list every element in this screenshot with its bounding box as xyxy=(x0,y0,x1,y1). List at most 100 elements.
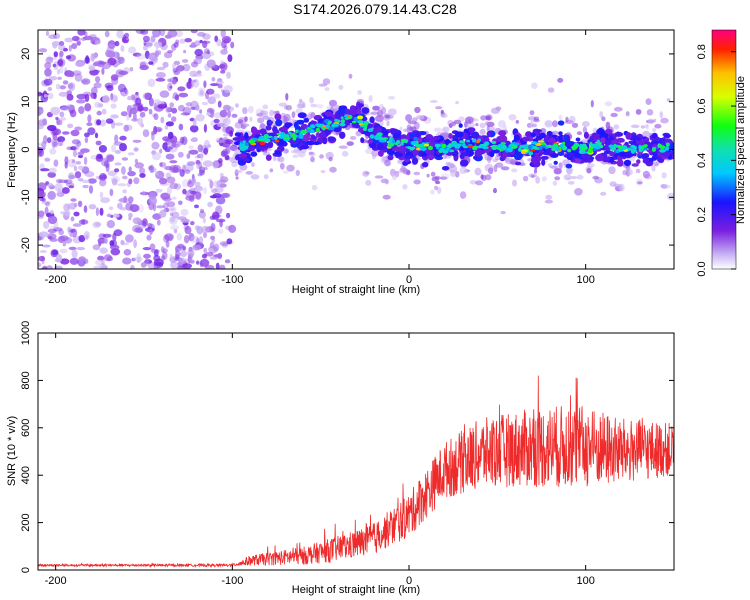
spectrogram-cell xyxy=(65,104,75,110)
spectrogram-cell xyxy=(468,118,472,125)
spectrogram-cell xyxy=(169,160,178,164)
spectrogram-cell xyxy=(165,106,171,113)
spectrogram-cell xyxy=(402,184,408,190)
spectrogram-cell xyxy=(479,122,486,129)
spectrogram-cell xyxy=(149,164,155,174)
spectrogram-cell xyxy=(259,123,265,129)
spectrogram-cell xyxy=(155,77,166,82)
spectrogram-cell xyxy=(47,215,58,225)
spectrogram-cell xyxy=(568,181,575,185)
spectrogram-cell xyxy=(78,219,89,225)
spectrogram-cell xyxy=(220,30,226,38)
x-tick-label: -100 xyxy=(221,575,243,587)
spectrogram-cell xyxy=(297,150,306,158)
spectrogram-cell xyxy=(274,150,282,155)
spectrogram-cell xyxy=(224,139,234,145)
spectrogram-cell xyxy=(52,227,63,232)
spectrogram-cell xyxy=(308,151,316,157)
spectrogram-cell xyxy=(651,155,658,160)
spectrogram-cell xyxy=(128,212,133,218)
spectrogram-cell xyxy=(196,70,202,75)
spectrogram-cell xyxy=(313,141,321,146)
spectrogram-cell xyxy=(147,222,153,229)
spectrogram-cell xyxy=(76,40,81,46)
spectrogram-cell xyxy=(50,106,61,116)
spectrogram-cell xyxy=(99,119,107,127)
spectrogram-cell xyxy=(427,154,435,160)
spectrogram-cell xyxy=(53,159,59,167)
spectrogram-cell xyxy=(84,31,88,37)
spectrogram-cell xyxy=(230,41,235,49)
spectrogram-cell xyxy=(127,96,132,101)
spectrogram-cell xyxy=(164,200,170,205)
spectrogram-cell xyxy=(58,179,69,184)
spectrogram-cell xyxy=(185,81,194,89)
spectrogram-cell xyxy=(181,59,189,63)
spectrogram-cell xyxy=(392,147,400,152)
spectrogram-cell xyxy=(87,178,97,184)
spectrogram-cell xyxy=(191,136,198,143)
spectrogram-cell xyxy=(403,139,409,144)
spectrogram-cell xyxy=(541,176,547,182)
spectrogram-cell xyxy=(538,146,543,151)
spectrogram-cell xyxy=(132,139,142,143)
spectrogram-cell xyxy=(475,123,479,127)
spectrogram-cell xyxy=(661,152,671,158)
spectrogram-cell xyxy=(472,146,478,151)
spectrogram-cell xyxy=(44,68,52,77)
spectrogram-cell xyxy=(99,179,107,187)
spectrogram-cell xyxy=(560,143,564,148)
spectrogram-cell xyxy=(285,93,289,101)
spectrogram-cell xyxy=(226,71,231,79)
spectrogram-cell xyxy=(104,30,110,38)
spectrogram-cell xyxy=(56,58,66,67)
spectrogram-cell xyxy=(531,156,538,164)
spectrogram-cell xyxy=(67,226,71,232)
spectrogram-cell xyxy=(199,166,206,174)
spectrogram-cell xyxy=(121,166,126,175)
spectrogram-cell xyxy=(142,92,151,100)
spectrogram-cell xyxy=(104,254,112,262)
spectrogram-cell xyxy=(418,143,425,147)
y-tick-label: 400 xyxy=(20,466,32,484)
spectrogram-cell xyxy=(459,166,468,174)
spectrogram-cell xyxy=(76,246,86,251)
spectrogram-cell xyxy=(399,167,408,173)
spectrogram-cell xyxy=(569,176,578,180)
spectrogram-cell xyxy=(388,108,397,116)
spectrogram-cell xyxy=(112,51,120,58)
spectrogram-cell xyxy=(120,242,129,246)
spectrogram-cell xyxy=(59,235,69,242)
spectrogram-cell xyxy=(554,176,561,181)
spectrogram-cell xyxy=(405,114,413,122)
spectrogram-cell xyxy=(163,234,170,243)
spectrogram-cell xyxy=(665,142,670,147)
spectrogram-cell xyxy=(88,185,94,194)
spectrogram-cell xyxy=(94,101,101,108)
spectrogram-cell xyxy=(133,239,138,249)
spectrogram-cell xyxy=(619,153,628,158)
spectrogram-cell xyxy=(222,104,231,111)
spectrogram-cell xyxy=(252,137,259,141)
spectrogram-cell xyxy=(195,114,205,122)
spectrogram-cell xyxy=(102,94,110,104)
spectrogram-cell xyxy=(59,50,64,57)
spectrogram-cell xyxy=(154,50,160,57)
spectrogram-cell xyxy=(351,120,357,124)
spectrogram-cell xyxy=(57,187,61,197)
spectrogram-cell xyxy=(445,161,451,166)
spectrogram-cell xyxy=(198,87,205,94)
spectrogram-cell xyxy=(142,190,146,196)
spectrogram-cell xyxy=(210,235,216,240)
spectrogram-cell xyxy=(53,33,60,40)
spectrogram-cell xyxy=(152,30,161,38)
spectrogram-cell xyxy=(227,110,231,118)
spectrogram-cell xyxy=(324,111,333,117)
spectrogram-cell xyxy=(194,40,201,47)
spectrogram-cell xyxy=(285,104,292,111)
spectrogram-cell xyxy=(315,123,320,127)
spectrogram-cell xyxy=(51,249,59,256)
spectrogram-cell xyxy=(114,149,121,154)
y-tick-label: 1000 xyxy=(20,321,32,345)
